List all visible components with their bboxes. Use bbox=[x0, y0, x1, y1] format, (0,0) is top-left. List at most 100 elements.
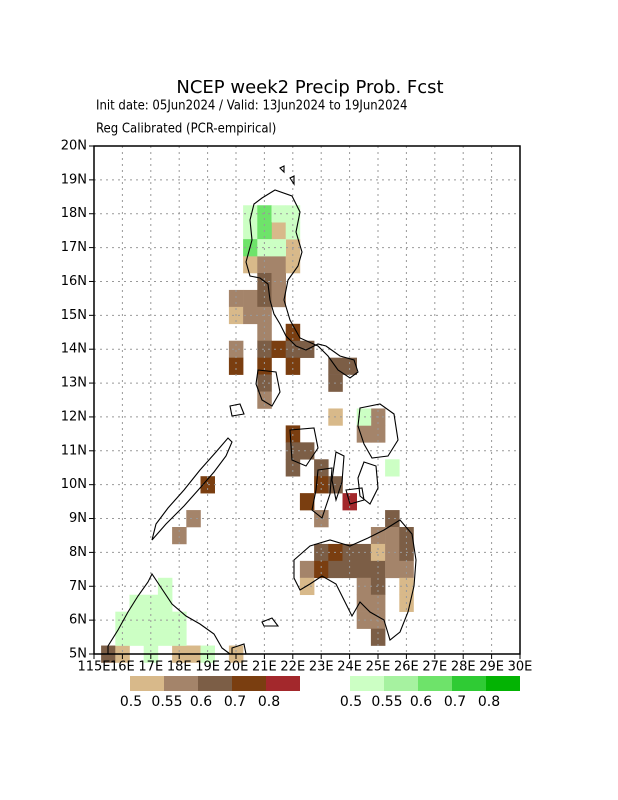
prob-cell bbox=[271, 239, 286, 257]
prob-cell bbox=[385, 560, 400, 579]
prob-cell bbox=[356, 543, 372, 562]
prob-cell bbox=[271, 289, 286, 308]
y-tick-label: 10N bbox=[61, 477, 87, 492]
prob-cell bbox=[271, 256, 286, 274]
title: NCEP week2 Precip Prob. Fcst bbox=[176, 77, 443, 98]
prob-cell bbox=[257, 374, 272, 392]
plot-frame bbox=[93, 145, 521, 655]
x-tick-label: 24E bbox=[337, 660, 362, 675]
prob-cell bbox=[285, 459, 301, 477]
prob-cell bbox=[257, 239, 272, 257]
prob-cell bbox=[370, 577, 386, 596]
prob-cell bbox=[228, 289, 244, 308]
y-tick-label: 8N bbox=[69, 545, 87, 560]
y-tick-label: 16N bbox=[61, 274, 87, 289]
x-tick-label: 20E bbox=[224, 660, 249, 675]
legend: 0.5 0.55 0.6 0.7 0.8 0.5 0.55 0.6 0.7 0.8 bbox=[120, 676, 520, 710]
grid-layer bbox=[94, 146, 520, 654]
prob-cell bbox=[399, 560, 414, 579]
legend-label: 0.8 bbox=[478, 694, 500, 710]
x-tick-label: 19E bbox=[195, 660, 220, 675]
prob-cell bbox=[356, 425, 372, 443]
coast-negros bbox=[311, 467, 333, 519]
prob-cell bbox=[342, 560, 357, 579]
prob-cell bbox=[314, 476, 329, 494]
prob-cell bbox=[257, 289, 272, 308]
x-tick-label: 16E bbox=[110, 660, 135, 675]
prob-cell bbox=[129, 628, 144, 646]
prob-cell bbox=[385, 543, 400, 562]
y-tick-label: 9N bbox=[69, 511, 87, 526]
x-tick-label: 22E bbox=[280, 660, 305, 675]
legend-label: 0.7 bbox=[224, 694, 246, 710]
legend-label: 0.6 bbox=[190, 694, 212, 710]
prob-cell bbox=[299, 560, 315, 579]
x-tick-label: 26E bbox=[394, 660, 419, 675]
prob-cell bbox=[356, 594, 372, 612]
prob-cell bbox=[356, 408, 372, 426]
prob-cell bbox=[157, 628, 173, 646]
legend-swatch bbox=[452, 676, 486, 691]
x-tick-label: 23E bbox=[309, 660, 334, 675]
y-tick-label: 6N bbox=[69, 613, 87, 628]
prob-cell bbox=[243, 256, 258, 274]
y-tick-label: 12N bbox=[61, 409, 87, 424]
prob-cell bbox=[172, 527, 187, 545]
prob-cell bbox=[342, 543, 357, 562]
prob-cell bbox=[299, 442, 315, 460]
legend-label: 0.5 bbox=[120, 694, 142, 710]
coast-palawan bbox=[151, 437, 233, 541]
x-tick-label: 27E bbox=[422, 660, 447, 675]
x-tick-label: 21E bbox=[252, 660, 277, 675]
y-tick-label: 19N bbox=[61, 172, 87, 187]
axis-labels: 115E 16E 17E 18E 19E 20E 21E 22E 23E 24E 25E 26E 27E… bbox=[61, 139, 533, 675]
x-tick-label: 28E bbox=[451, 660, 476, 675]
prob-cell bbox=[257, 256, 272, 274]
prob-cell bbox=[243, 222, 258, 240]
prob-cell bbox=[172, 628, 187, 646]
coast-bohol bbox=[345, 487, 365, 505]
legend-swatch bbox=[384, 676, 418, 691]
coast-mindoro bbox=[255, 369, 281, 407]
prob-cell bbox=[342, 357, 357, 375]
prob-cell bbox=[370, 560, 386, 579]
coast-samar bbox=[357, 403, 399, 459]
prob-cell bbox=[228, 340, 244, 358]
prob-cell bbox=[356, 577, 372, 596]
prob-cell bbox=[186, 510, 201, 528]
y-tick-label: 7N bbox=[69, 579, 87, 594]
coast-borneo bbox=[107, 572, 232, 655]
prob-cell bbox=[399, 527, 414, 545]
legend-label: 0.7 bbox=[444, 694, 466, 710]
y-tick-label: 17N bbox=[61, 240, 87, 255]
prob-cell bbox=[370, 543, 386, 562]
prob-cell bbox=[285, 256, 301, 274]
prob-cell bbox=[285, 357, 301, 375]
prob-cell bbox=[243, 289, 258, 308]
x-tick-label: 30E bbox=[508, 660, 533, 675]
x-tick-label: 17E bbox=[138, 660, 163, 675]
prob-cell bbox=[299, 493, 315, 511]
y-tick-label: 13N bbox=[61, 376, 87, 391]
y-tick-label: 20N bbox=[61, 139, 87, 154]
coast-luzon bbox=[245, 189, 359, 379]
prob-cell bbox=[157, 594, 173, 612]
prob-cell bbox=[385, 459, 400, 477]
prob-cell bbox=[271, 222, 286, 240]
legend-label: 0.5 bbox=[340, 694, 362, 710]
prob-cell bbox=[314, 459, 329, 477]
prob-cell bbox=[129, 594, 144, 612]
coast-panay bbox=[289, 427, 319, 467]
legend-swatch bbox=[350, 676, 384, 691]
legend-swatch bbox=[232, 676, 266, 691]
legend-swatch bbox=[198, 676, 232, 691]
prob-cell bbox=[115, 628, 130, 646]
prob-cell bbox=[200, 476, 215, 494]
prob-cell bbox=[385, 527, 400, 545]
legend-swatch bbox=[266, 676, 300, 691]
coast-cebu bbox=[331, 451, 345, 503]
legend-swatch bbox=[486, 676, 520, 691]
prob-cell bbox=[257, 340, 272, 358]
prob-cell bbox=[143, 628, 159, 646]
